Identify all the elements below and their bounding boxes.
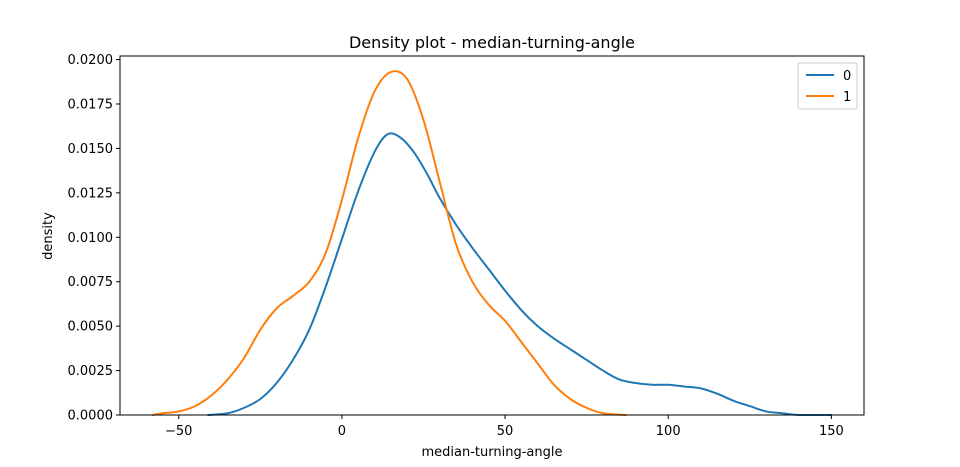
legend-label-1: 1 [843,90,851,105]
y-tick-label: 0.0200 [68,53,114,68]
y-axis-label: density [41,212,56,260]
x-tick-label: −50 [165,424,192,439]
y-tick-label: 0.0000 [68,409,114,424]
x-axis-label: median-turning-angle [422,445,563,460]
plot-area: −50 0 50 100 150 0.00000.00250.00500.00750.0… [68,53,865,439]
y-tick-label: 0.0075 [68,275,114,290]
x-axis: −50 0 50 100 150 [165,415,844,439]
x-tick-label: 50 [497,424,514,439]
y-tick-label: 0.0150 [68,142,114,157]
legend-label-0: 0 [843,69,851,84]
chart-title: Density plot - median-turning-angle [349,33,635,52]
x-tick-label: 100 [656,424,681,439]
y-tick-label: 0.0025 [68,364,114,379]
legend: 0 1 [797,62,858,110]
y-axis: 0.0000 0.0025 0.0050 0.0075 0.0100 0.0125 0.01… [68,53,120,424]
y-tick-label: 0.0100 [68,231,114,246]
y-tick-label: 0.0125 [68,186,114,201]
series-layer [151,70,833,416]
x-tick-label: 150 [819,424,844,439]
x-tick-label: 0 [338,424,346,439]
plot-frame [119,55,865,416]
series-line-0 [207,132,833,416]
series-line-1 [151,70,627,416]
y-tick-label: 0.0050 [68,320,114,335]
y-tick-label: 0.0175 [68,97,114,112]
